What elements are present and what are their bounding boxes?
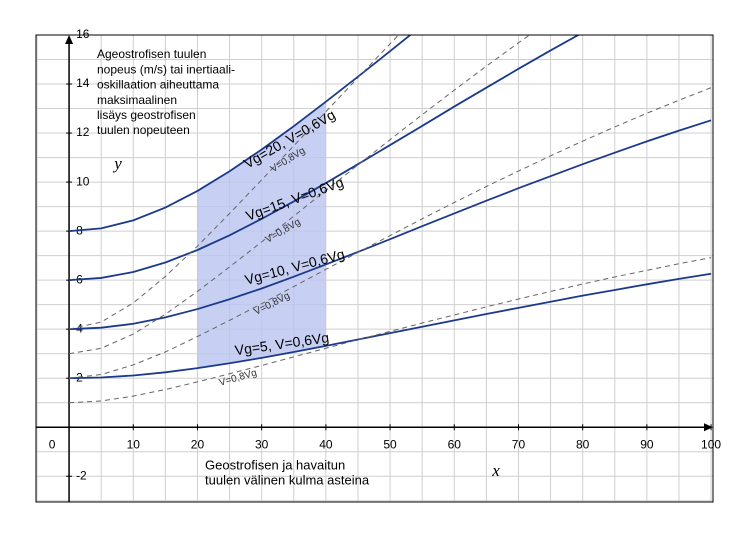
dashed-curve xyxy=(69,87,712,379)
curve xyxy=(68,35,412,233)
highlight xyxy=(197,101,326,369)
x-tick-label: 20 xyxy=(191,437,205,451)
y-axis-name: y xyxy=(112,154,122,173)
annotation-line: tuulen nopeuteen xyxy=(97,123,190,137)
x-tick-label: 80 xyxy=(576,437,590,451)
y-tick-label: 16 xyxy=(76,27,90,41)
annotation-line: oskillaation aiheuttama xyxy=(97,78,219,92)
y-axis-arrow xyxy=(65,35,74,44)
annotation-line: lisäys geostrofisen xyxy=(97,108,196,122)
x-tick-label: 90 xyxy=(640,437,654,451)
annotation-line: maksimaalinen xyxy=(97,93,177,107)
x-tick-label: 30 xyxy=(255,437,269,451)
curve xyxy=(69,272,712,380)
x-axis-label: tuulen välinen kulma asteina xyxy=(205,472,370,487)
x-tick-label: 50 xyxy=(383,437,397,451)
curve xyxy=(68,35,581,282)
x-tick-label: 10 xyxy=(127,437,141,451)
annotation-line: Ageostrofisen tuulen xyxy=(97,47,206,61)
dashed-curve xyxy=(69,257,712,404)
annotation-line: nopeus (m/s) tai inertiaali- xyxy=(97,62,235,76)
highlight-band xyxy=(197,101,326,369)
y-tick-label: 12 xyxy=(76,125,90,139)
x-tick-label: 40 xyxy=(319,437,333,451)
x-tick-label: 100 xyxy=(701,437,721,451)
y-tick-label: -2 xyxy=(76,468,87,482)
dashed-curve xyxy=(68,35,531,355)
y-tick-label: 10 xyxy=(76,174,90,188)
x-axis-arrow xyxy=(704,423,713,432)
curves xyxy=(68,35,712,404)
x-axis-name: x xyxy=(491,461,500,480)
x-tick-label: 0 xyxy=(49,437,56,451)
x-tick-label: 70 xyxy=(512,437,526,451)
y-tick-label: 14 xyxy=(76,76,90,90)
curve xyxy=(69,119,712,331)
x-axis-label: Geostrofisen ja havaitun xyxy=(205,457,345,472)
dashed-curve xyxy=(68,35,400,330)
x-tick-label: 60 xyxy=(448,437,462,451)
plot-frame xyxy=(35,34,714,503)
